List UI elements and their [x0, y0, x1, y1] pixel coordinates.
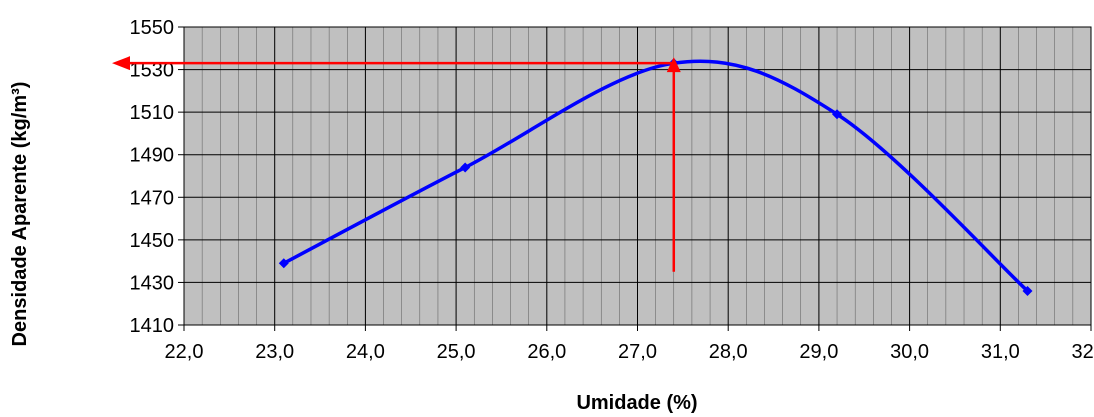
x-axis-title: Umidade (%) [576, 392, 697, 414]
y-axis-title: Densidade Aparente (kg/m³) [9, 82, 31, 347]
annotation-layer [112, 56, 681, 272]
x-tick-label: 32,0 [1072, 341, 1094, 363]
x-tick-label: 30,0 [890, 341, 929, 363]
y-tick-label: 1450 [130, 230, 175, 252]
y-tick-label: 1490 [130, 145, 175, 167]
data-point [460, 162, 471, 173]
y-tick-label: 1550 [130, 17, 175, 39]
x-tick-label: 26,0 [527, 341, 566, 363]
horizontal-arrowhead [112, 56, 130, 71]
y-tick-label: 1510 [130, 102, 175, 124]
x-tick-label: 25,0 [437, 341, 476, 363]
y-tick-label: 1430 [130, 272, 175, 294]
data-point [1022, 285, 1033, 296]
vertical-arrowhead [666, 57, 681, 73]
x-tick-label: 23,0 [255, 341, 294, 363]
x-tick-label: 29,0 [799, 341, 838, 363]
x-axis-ticks: 22,0 23,0 24,0 25,0 26,0 27,0 28,0 29,0 30,0 31,0… [165, 325, 1094, 363]
data-point [278, 258, 289, 269]
x-tick-label: 22,0 [165, 341, 204, 363]
x-tick-label: 27,0 [618, 341, 657, 363]
x-tick-label: 28,0 [709, 341, 748, 363]
x-tick-label: 24,0 [346, 341, 385, 363]
y-axis-ticks: 1410 1430 1450 1470 1490 1510 1530 1550 [130, 17, 184, 337]
y-tick-label: 1470 [130, 187, 175, 209]
y-tick-label: 1410 [130, 315, 175, 337]
x-tick-label: 31,0 [981, 341, 1020, 363]
data-point [832, 109, 843, 120]
y-tick-label: 1530 [130, 60, 175, 82]
